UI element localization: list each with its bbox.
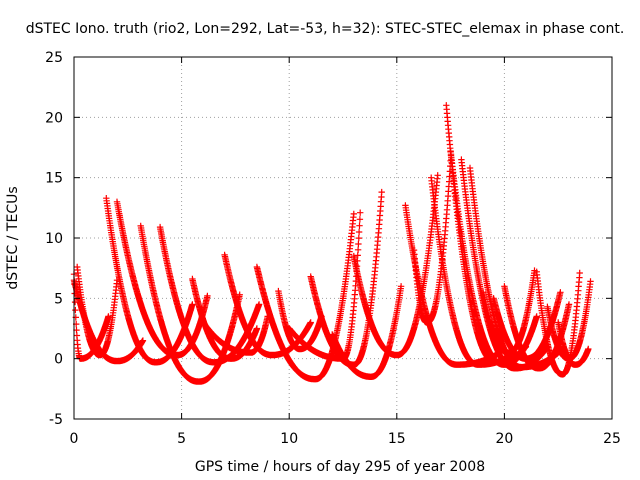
- satellite-arc: [329, 283, 405, 380]
- data-marks: [70, 102, 594, 385]
- satellite-arc: [137, 222, 243, 385]
- y-tick-label: 0: [54, 352, 63, 368]
- plus-markers: [137, 222, 243, 385]
- y-axis-label: dSTEC / TECUs: [5, 186, 21, 289]
- plus-markers: [221, 251, 314, 359]
- x-tick-label: 0: [70, 431, 79, 447]
- plus-markers: [199, 313, 271, 356]
- y-tick-label: 5: [54, 291, 63, 307]
- x-tick-label: 10: [280, 431, 298, 447]
- y-tick-label: 20: [45, 110, 63, 126]
- plus-markers: [253, 210, 357, 383]
- satellite-arc: [221, 251, 314, 359]
- chart-title: dSTEC Iono. truth (rio2, Lon=292, Lat=-5…: [26, 21, 625, 37]
- satellite-arc: [555, 319, 592, 368]
- x-tick-label: 15: [388, 431, 406, 447]
- x-tick-label: 25: [603, 431, 621, 447]
- plus-markers: [329, 283, 405, 380]
- y-tick-label: 25: [45, 50, 63, 66]
- x-tick-label: 5: [177, 431, 186, 447]
- satellite-arc: [199, 313, 271, 356]
- y-tick-label: -5: [49, 412, 63, 428]
- y-tick-label: 10: [45, 231, 63, 247]
- y-axis: -5 0 5 10 15 20 25: [45, 50, 612, 428]
- satellite-arc: [113, 198, 211, 359]
- satellite-arc: [253, 210, 357, 383]
- plus-markers: [555, 319, 592, 368]
- plus-markers: [113, 198, 211, 359]
- x-tick-label: 20: [495, 431, 513, 447]
- y-tick-label: 15: [45, 171, 63, 187]
- x-axis: 0 5 10 15 20 25: [70, 57, 621, 447]
- x-axis-label: GPS time / hours of day 295 of year 2008: [195, 459, 485, 475]
